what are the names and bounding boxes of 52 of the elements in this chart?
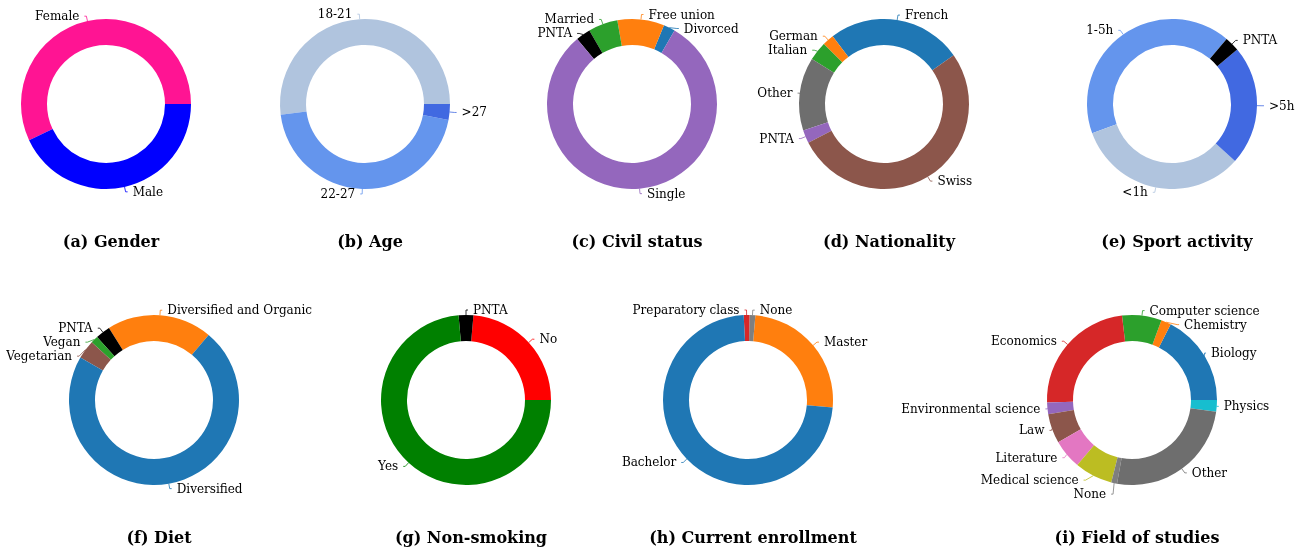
text: (a) Gender [62,231,160,251]
slice-label: Chemistry [1184,317,1248,332]
text: (h) Current enrollment [649,527,858,547]
slice-label: Yes [377,459,399,474]
slice-label: Preparatory class [632,303,740,318]
text: (d) Nationality [823,231,956,251]
slice-label: Married [544,12,595,27]
text: (i) Field of studies [1054,527,1220,547]
slice-label: PNTA [537,26,573,41]
slice-label: PNTA [759,131,795,146]
slice-label: PNTA [473,303,508,317]
slice-label: Other [1191,465,1228,480]
slice-label: None [1073,487,1107,502]
slice-label: Vegan [42,335,81,350]
slice-label: Bachelor [621,455,677,470]
slice-label: None [759,303,793,318]
slice-label: Computer science [1149,303,1260,318]
slice-label: Diversified [176,481,243,496]
slice-label: Physics [1223,399,1270,414]
slice-label: Environmental science [901,401,1041,416]
slice-label: Divorced [683,21,739,36]
slice-label: PNTA [1242,33,1278,48]
slice-label: >27 [461,105,487,120]
slice-label: 1-5h [1086,23,1114,38]
slice-label: Single [647,186,686,201]
slice-label: PNTA [58,321,94,336]
slice-label: Literature [995,450,1058,465]
slice-label: Medical science [980,473,1079,488]
slice-label: Male [132,184,164,199]
text: (f) Diet [126,527,193,547]
slice-label: 22-27 [320,186,356,201]
slice-label: Free union [648,7,716,22]
text: (b) Age [337,231,403,251]
slice-label: German [769,29,819,44]
slice-label: Female [35,9,80,24]
slice-label: Other [757,86,793,101]
slice-label: Economics [991,334,1057,349]
text: (e) Sport activity [1101,231,1254,251]
slice-label: Italian [767,43,808,58]
slice-label: Law [1019,423,1046,438]
slice-label: 18-21 [317,7,353,22]
slice-label: Master [823,335,868,350]
text: (g) Non-smoking [394,527,548,547]
slice-label: <1h [1122,185,1149,200]
text: (c) Civil status [571,231,703,251]
slice-label: No [539,332,558,347]
slice-label: Vegetarian [5,349,73,364]
slice-label: >5h [1268,98,1295,113]
slice-label: Biology [1211,346,1257,361]
slice-label: French [904,8,949,23]
slice-label: Diversified and Organic [167,303,313,318]
slice-label: Swiss [937,174,973,189]
